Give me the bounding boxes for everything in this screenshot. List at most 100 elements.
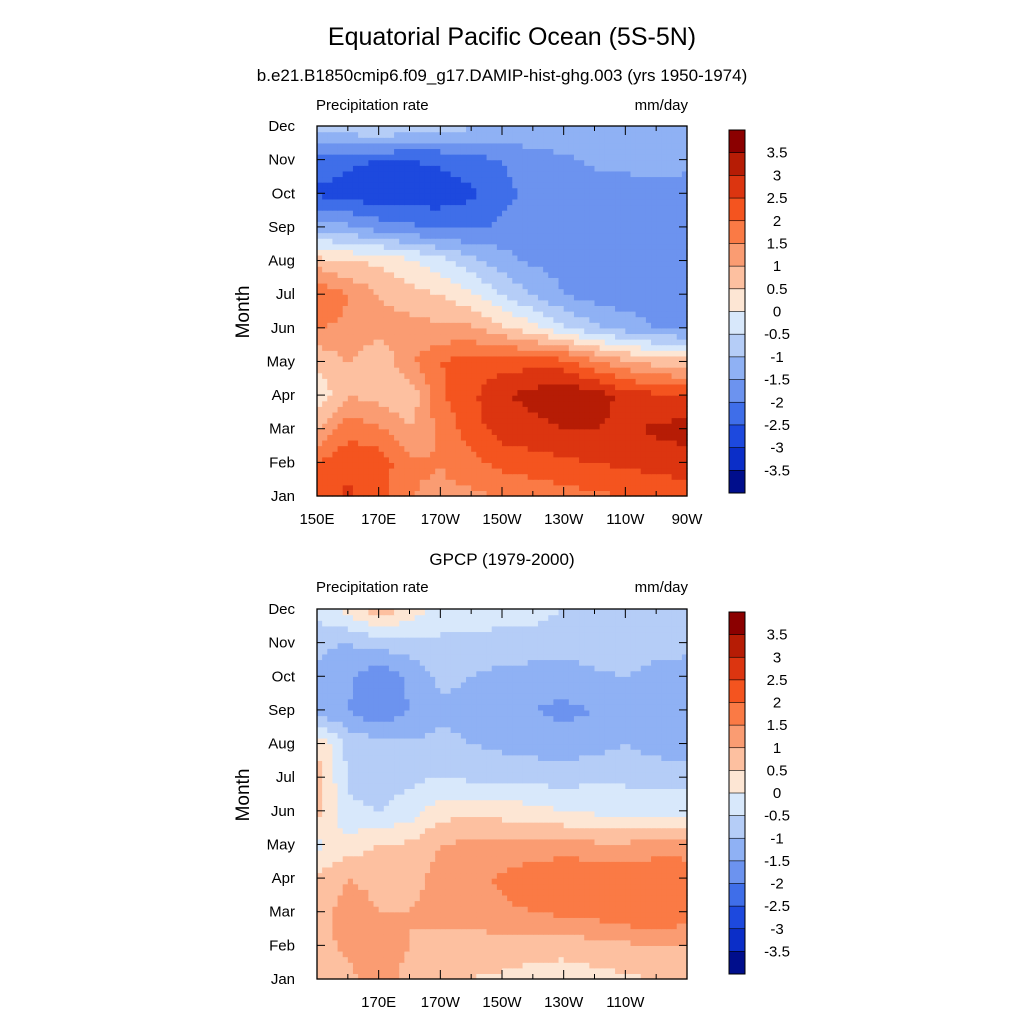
- heatmap-cell: [486, 165, 493, 172]
- heatmap-cell: [435, 378, 441, 385]
- heatmap-cell: [640, 266, 647, 273]
- heatmap-cell: [430, 423, 436, 430]
- heatmap-cell: [332, 406, 339, 413]
- heatmap-cell: [373, 484, 380, 491]
- heatmap-cell: [383, 282, 390, 290]
- heatmap-cell: [409, 221, 416, 228]
- heatmap-cell: [558, 232, 565, 239]
- heatmap-cell: [471, 159, 477, 166]
- heatmap-cell: [579, 305, 585, 312]
- heatmap-cell: [604, 282, 611, 290]
- heatmap-cell: [317, 187, 323, 194]
- heatmap-cell: [568, 473, 575, 480]
- heatmap-cell: [440, 439, 447, 447]
- heatmap-cell: [471, 406, 477, 413]
- heatmap-cell: [537, 131, 544, 138]
- heatmap-cell: [414, 479, 421, 486]
- heatmap-cell: [496, 232, 503, 239]
- heatmap-cell: [455, 282, 462, 290]
- heatmap-cell: [435, 271, 441, 278]
- heatmap-cell: [358, 210, 364, 217]
- heatmap-cell: [455, 439, 462, 447]
- heatmap-cell: [620, 344, 626, 351]
- heatmap-cell: [347, 467, 354, 475]
- heatmap-cell: [481, 159, 488, 166]
- heatmap-cell: [466, 226, 472, 234]
- heatmap-cell: [589, 165, 596, 172]
- heatmap-cell: [589, 467, 596, 475]
- heatmap-cell: [430, 439, 436, 447]
- heatmap-cell: [512, 221, 519, 228]
- heatmap-cell: [332, 159, 339, 166]
- heatmap-cell: [419, 383, 426, 391]
- heatmap-cell: [435, 428, 441, 435]
- heatmap-cell: [481, 973, 488, 980]
- heatmap-cell: [414, 361, 421, 368]
- heatmap-cell: [322, 243, 328, 250]
- heatmap-cell: [430, 193, 436, 200]
- heatmap-cell: [399, 967, 405, 974]
- heatmap-cell: [388, 451, 395, 458]
- heatmap-cell: [383, 378, 390, 385]
- heatmap-cell: [481, 182, 488, 189]
- heatmap-cell: [358, 484, 364, 491]
- heatmap-cell: [589, 344, 596, 351]
- heatmap-cell: [363, 266, 369, 273]
- heatmap-cell: [615, 344, 621, 351]
- heatmap-cell: [656, 137, 662, 144]
- heatmap-cell: [445, 417, 452, 424]
- heatmap-cell: [388, 165, 395, 172]
- heatmap-cell: [424, 973, 431, 980]
- heatmap-cell: [604, 311, 611, 318]
- heatmap-cell: [507, 137, 513, 144]
- heatmap-cell: [558, 350, 565, 357]
- heatmap-cell: [419, 193, 426, 200]
- heatmap-cell: [496, 260, 503, 267]
- heatmap-cell: [553, 400, 560, 407]
- heatmap-cell: [666, 254, 673, 262]
- heatmap-cell: [352, 383, 359, 391]
- heatmap-cell: [394, 350, 400, 357]
- heatmap-cell: [332, 254, 339, 262]
- heatmap-cell: [435, 165, 441, 172]
- heatmap-cell: [502, 316, 508, 323]
- heatmap-cell: [553, 350, 560, 357]
- heatmap-cell: [661, 187, 668, 194]
- heatmap-cell: [666, 389, 673, 396]
- heatmap-cell: [332, 226, 339, 234]
- heatmap-cell: [394, 266, 400, 273]
- heatmap-cell: [553, 142, 560, 150]
- heatmap-cell: [352, 159, 359, 166]
- heatmap-cell: [455, 176, 462, 183]
- heatmap-cell: [424, 204, 431, 211]
- heatmap-cell: [363, 467, 369, 475]
- heatmap-cell: [404, 361, 411, 368]
- heatmap-cell: [517, 967, 524, 974]
- heatmap-cell: [496, 170, 503, 178]
- heatmap-cell: [352, 182, 359, 189]
- heatmap-cell: [358, 428, 364, 435]
- heatmap-cell: [579, 423, 585, 430]
- heatmap-cell: [671, 333, 678, 340]
- heatmap-cell: [460, 445, 467, 452]
- heatmap-cell: [666, 277, 673, 284]
- heatmap-cell: [512, 479, 519, 486]
- heatmap-cell: [532, 232, 539, 239]
- heatmap-cell: [378, 299, 385, 306]
- heatmap-cell: [486, 288, 493, 295]
- heatmap-cell: [409, 165, 416, 172]
- heatmap-cell: [363, 344, 369, 351]
- heatmap-cell: [327, 361, 334, 368]
- heatmap-cell: [327, 170, 334, 178]
- heatmap-cell: [666, 490, 673, 497]
- heatmap-cell: [358, 445, 364, 452]
- heatmap-cell: [455, 294, 462, 301]
- heatmap-cell: [579, 249, 585, 256]
- heatmap-cell: [507, 311, 513, 318]
- heatmap-cell: [352, 154, 359, 161]
- heatmap-cell: [594, 226, 601, 234]
- heatmap-cell: [383, 411, 390, 419]
- heatmap-cell: [383, 406, 390, 413]
- heatmap-cell: [625, 305, 632, 312]
- heatmap-cell: [625, 142, 632, 150]
